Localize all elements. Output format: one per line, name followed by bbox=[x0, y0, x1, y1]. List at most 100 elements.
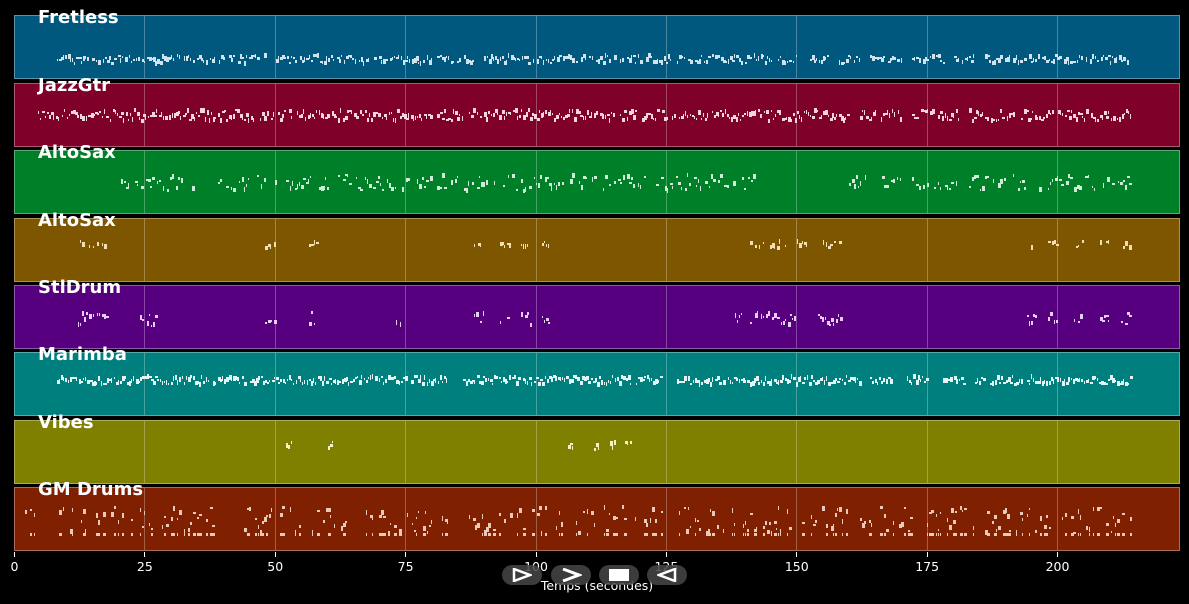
note bbox=[1062, 112, 1064, 116]
note bbox=[392, 376, 395, 380]
note bbox=[523, 532, 527, 536]
note bbox=[260, 375, 263, 378]
note bbox=[727, 59, 729, 65]
note bbox=[67, 53, 71, 59]
rewind-button[interactable] bbox=[647, 565, 687, 585]
note bbox=[716, 54, 720, 58]
note bbox=[448, 55, 450, 60]
note bbox=[759, 244, 761, 249]
note bbox=[465, 188, 468, 193]
note bbox=[167, 189, 170, 193]
note bbox=[519, 58, 521, 61]
note bbox=[138, 116, 140, 120]
note bbox=[714, 55, 718, 60]
note bbox=[540, 113, 543, 119]
note bbox=[1014, 382, 1018, 386]
note bbox=[690, 383, 693, 386]
note bbox=[61, 57, 65, 61]
note bbox=[1118, 382, 1122, 385]
stop-button[interactable] bbox=[599, 565, 639, 585]
note bbox=[178, 176, 181, 180]
note bbox=[264, 517, 268, 523]
note bbox=[955, 58, 959, 62]
note bbox=[279, 512, 283, 517]
note bbox=[856, 377, 858, 380]
note bbox=[1099, 239, 1102, 245]
note bbox=[422, 525, 426, 531]
note bbox=[164, 516, 167, 519]
note bbox=[821, 505, 825, 511]
note bbox=[96, 381, 98, 385]
note bbox=[780, 55, 782, 58]
note bbox=[266, 514, 269, 517]
note bbox=[425, 113, 427, 119]
note bbox=[246, 184, 248, 188]
forward-button[interactable] bbox=[551, 565, 591, 585]
gridline bbox=[926, 218, 928, 281]
note bbox=[306, 57, 310, 60]
note bbox=[459, 113, 461, 116]
note bbox=[372, 374, 374, 380]
note bbox=[927, 109, 929, 113]
note bbox=[577, 376, 581, 381]
note bbox=[928, 512, 932, 515]
note bbox=[104, 511, 106, 515]
note bbox=[79, 113, 82, 119]
note bbox=[739, 119, 741, 122]
note bbox=[565, 115, 569, 119]
note bbox=[141, 185, 145, 189]
note bbox=[763, 316, 765, 319]
note bbox=[1055, 54, 1059, 58]
note bbox=[124, 57, 128, 63]
note bbox=[446, 118, 450, 121]
note bbox=[625, 441, 628, 445]
note bbox=[862, 110, 864, 113]
note bbox=[202, 108, 206, 114]
note bbox=[605, 381, 607, 386]
note bbox=[731, 117, 734, 123]
note bbox=[491, 383, 493, 386]
note bbox=[494, 375, 497, 380]
note bbox=[853, 183, 856, 189]
note bbox=[214, 56, 216, 60]
note bbox=[1066, 57, 1070, 62]
note bbox=[541, 243, 544, 247]
note bbox=[58, 532, 62, 536]
note bbox=[991, 61, 995, 66]
note bbox=[723, 528, 725, 533]
note bbox=[550, 61, 553, 64]
note bbox=[795, 55, 797, 58]
track-panel bbox=[14, 419, 1180, 484]
note bbox=[1080, 313, 1084, 319]
note bbox=[398, 381, 400, 386]
note bbox=[452, 108, 454, 114]
note bbox=[734, 53, 736, 58]
note bbox=[971, 118, 974, 123]
note bbox=[679, 510, 681, 515]
note bbox=[307, 178, 309, 183]
note bbox=[910, 532, 914, 536]
note bbox=[1073, 114, 1077, 119]
gridline bbox=[926, 353, 928, 415]
play-button[interactable] bbox=[502, 565, 542, 585]
note bbox=[973, 116, 977, 119]
note bbox=[463, 55, 466, 60]
note bbox=[947, 378, 950, 381]
gridline bbox=[274, 83, 276, 146]
gridline bbox=[1057, 151, 1058, 213]
note bbox=[484, 530, 488, 535]
note bbox=[978, 111, 980, 117]
note bbox=[1071, 532, 1075, 536]
note bbox=[231, 57, 233, 62]
note bbox=[922, 58, 926, 64]
note bbox=[972, 532, 974, 536]
note bbox=[218, 59, 220, 64]
note bbox=[916, 184, 920, 187]
note bbox=[230, 115, 232, 120]
note bbox=[507, 381, 509, 384]
note bbox=[114, 110, 116, 115]
note bbox=[892, 521, 894, 526]
note bbox=[903, 532, 906, 536]
note bbox=[883, 532, 886, 536]
note bbox=[381, 532, 385, 536]
